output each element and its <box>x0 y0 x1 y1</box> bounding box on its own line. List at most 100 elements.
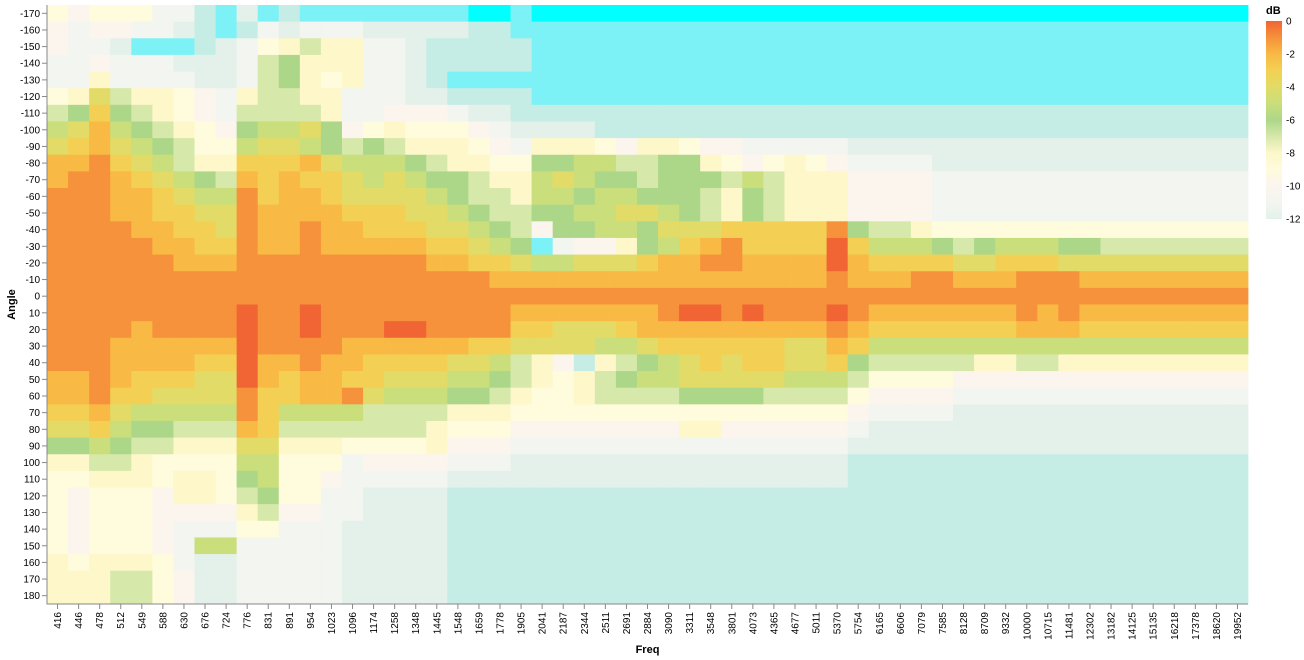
heatmap-cell <box>278 287 301 305</box>
heatmap-cell <box>363 138 385 156</box>
heatmap-cell <box>763 404 785 422</box>
heatmap-cell <box>552 204 575 222</box>
heatmap-cell <box>110 237 132 255</box>
heatmap-cell <box>594 287 617 305</box>
heatmap-cell <box>47 371 69 389</box>
heatmap-cell <box>953 88 975 106</box>
heatmap-cell <box>110 520 132 538</box>
heatmap-cell <box>594 570 617 588</box>
heatmap-cell <box>763 321 785 339</box>
heatmap-cell <box>953 21 975 39</box>
heatmap-cell <box>910 221 933 239</box>
heatmap-cell <box>384 104 406 122</box>
heatmap-cell <box>658 470 680 488</box>
heatmap-cell <box>89 38 111 56</box>
heatmap-cell <box>784 454 806 472</box>
heatmap-cell <box>278 154 301 172</box>
heatmap-cell <box>89 570 111 588</box>
heatmap-cell <box>615 470 638 488</box>
heatmap-cell <box>131 38 153 56</box>
heatmap-cell <box>363 237 385 255</box>
heatmap-cell <box>826 504 849 522</box>
heatmap-cell <box>1121 587 1144 605</box>
heatmap-cell <box>341 237 364 255</box>
heatmap-cell <box>1121 420 1144 439</box>
heatmap-cell <box>763 504 785 522</box>
heatmap-cell <box>721 321 743 339</box>
heatmap-cell <box>763 337 785 355</box>
heatmap-cell <box>953 354 975 372</box>
heatmap-cell <box>573 570 596 588</box>
heatmap-cell <box>363 404 385 422</box>
heatmap-cell <box>236 487 259 505</box>
heatmap-cell <box>1205 104 1228 122</box>
heatmap-cell <box>847 387 870 405</box>
heatmap-cell <box>531 121 554 139</box>
heatmap-cell <box>447 537 469 555</box>
heatmap-cell <box>658 321 680 339</box>
heatmap-cell <box>531 487 554 505</box>
heatmap-cell <box>1163 487 1186 505</box>
heatmap-cell <box>889 404 912 422</box>
heatmap-cell <box>784 188 806 206</box>
x-tick-label: 1023 <box>327 612 338 635</box>
heatmap-cell <box>552 88 575 106</box>
heatmap-cell <box>847 520 870 538</box>
heatmap-cell <box>742 138 764 156</box>
heatmap-cell <box>384 504 406 522</box>
heatmap-cell <box>131 71 153 89</box>
heatmap-cell <box>805 54 827 72</box>
heatmap-cell <box>426 504 448 522</box>
heatmap-cell <box>953 188 975 206</box>
heatmap-cell <box>68 537 90 555</box>
heatmap-cell <box>931 71 954 89</box>
y-tick-label: -120 <box>20 92 40 103</box>
heatmap-cell <box>152 121 174 139</box>
heatmap-cell <box>847 54 870 72</box>
heatmap-cell <box>847 188 870 206</box>
heatmap-cell <box>721 404 743 422</box>
heatmap-cell <box>89 470 111 488</box>
heatmap-cell <box>278 71 301 89</box>
heatmap-cell <box>110 570 132 588</box>
heatmap-cell <box>405 371 427 389</box>
heatmap-cell <box>257 371 280 389</box>
heatmap-cell <box>1121 387 1144 405</box>
heatmap-cell <box>1079 387 1101 405</box>
heatmap-cell <box>573 304 596 322</box>
heatmap-cell <box>257 420 280 439</box>
heatmap-cell <box>131 487 153 505</box>
heatmap-cell <box>257 104 280 122</box>
heatmap-cell <box>1100 204 1122 222</box>
heatmap-cell <box>278 554 301 572</box>
heatmap-cell <box>594 138 617 156</box>
heatmap-cell <box>805 371 827 389</box>
heatmap-cell <box>152 404 174 422</box>
heatmap-cell <box>278 537 301 555</box>
heatmap-cell <box>341 404 364 422</box>
heatmap-cell <box>910 254 933 272</box>
heatmap-cell <box>594 271 617 289</box>
heatmap-cell <box>974 420 996 439</box>
heatmap-cell <box>320 354 343 372</box>
heatmap-cell <box>742 271 764 289</box>
heatmap-cell <box>447 271 469 289</box>
heatmap-cell <box>447 121 469 139</box>
heatmap-cell <box>426 537 448 555</box>
heatmap-cell <box>1016 88 1038 106</box>
heatmap-cell <box>847 404 870 422</box>
heatmap-cell <box>1100 21 1122 39</box>
heatmap-cell <box>173 138 195 156</box>
heatmap-cell <box>700 304 722 322</box>
heatmap-cell <box>320 454 343 472</box>
heatmap-cell <box>1079 554 1101 572</box>
heatmap-cell <box>278 138 301 156</box>
heatmap-cell <box>1037 537 1059 555</box>
heatmap-cell <box>931 254 954 272</box>
heatmap-cell <box>194 337 216 355</box>
heatmap-cell <box>910 21 933 39</box>
heatmap-cell <box>1142 304 1165 322</box>
heatmap-cell <box>721 587 743 605</box>
heatmap-cell <box>1058 5 1080 23</box>
heatmap-cell <box>47 221 69 239</box>
